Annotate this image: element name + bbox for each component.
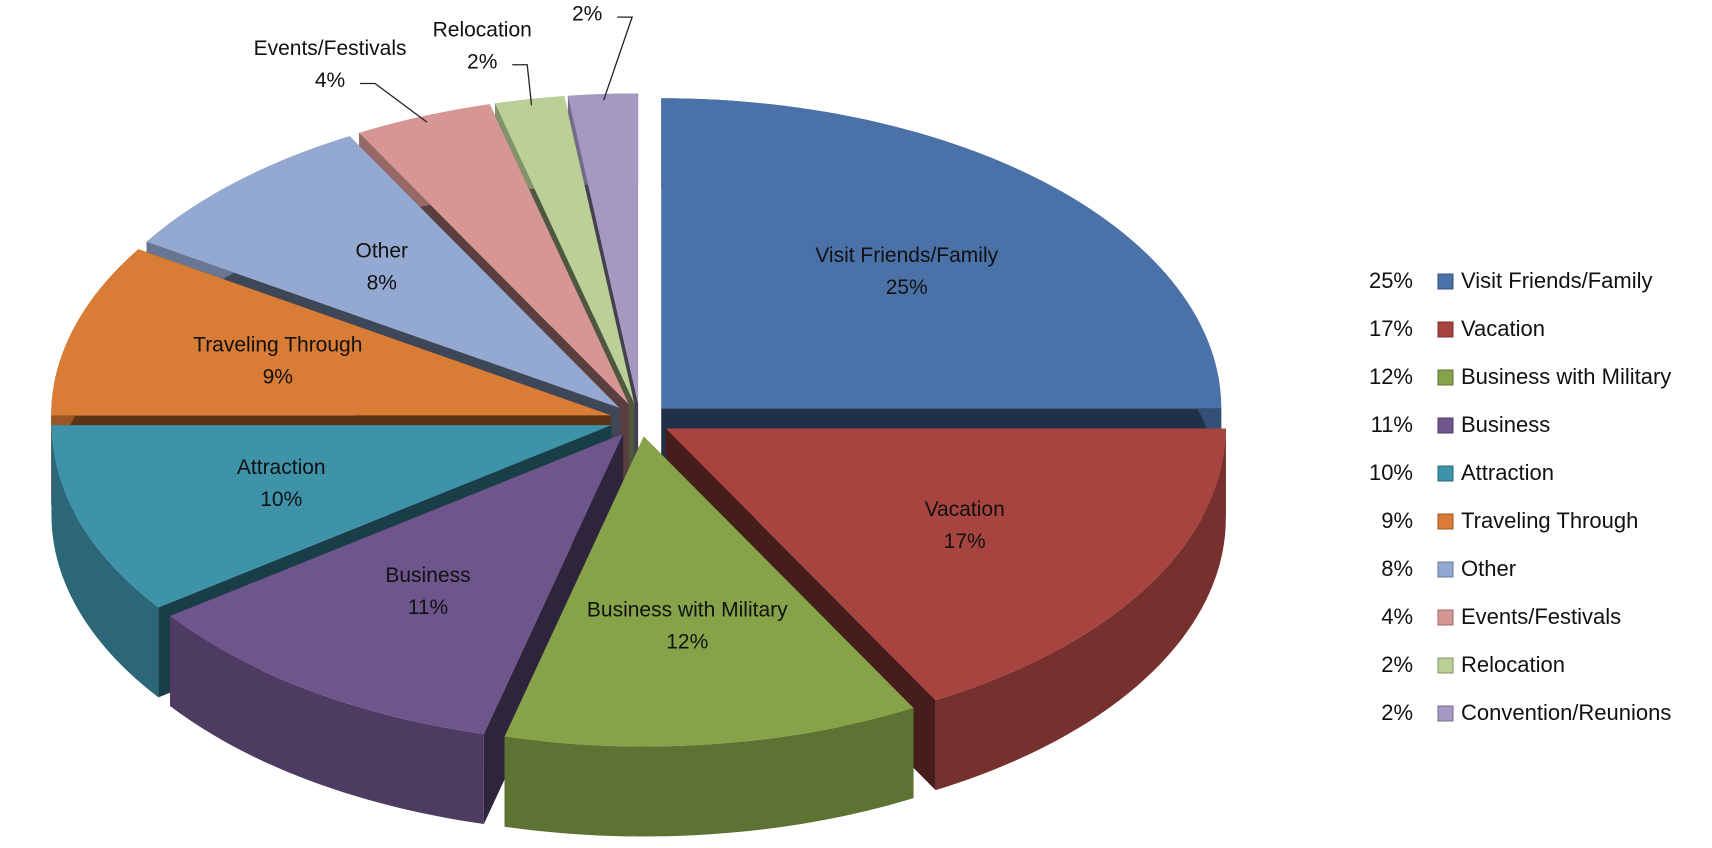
slice-top (567, 93, 639, 404)
slice-value: 2% (467, 50, 497, 73)
slice-label: Other (356, 239, 409, 262)
slice-label: Events/Festivals (254, 37, 407, 60)
slice (504, 436, 914, 837)
legend-value: 25% (1369, 268, 1413, 293)
slice-side (51, 425, 159, 698)
slice-label: Visit Friends/Family (815, 244, 998, 267)
legend-value: 11% (1371, 412, 1413, 437)
legend-label: Events/Festivals (1461, 604, 1621, 629)
slice-value: 4% (315, 69, 345, 92)
slice-top (661, 98, 1222, 409)
slice-value: 25% (886, 276, 928, 299)
slice-label: Traveling Through (193, 333, 362, 356)
slice-top (495, 96, 635, 404)
legend-label: Vacation (1461, 316, 1545, 341)
slice-label: Attraction (237, 456, 326, 479)
slice-label: Vacation (925, 498, 1005, 521)
slice-value: 11% (408, 596, 448, 619)
leader-line (512, 64, 533, 106)
slice-label: Relocation (433, 18, 532, 41)
legend-swatch (1437, 369, 1454, 386)
legend-swatch (1437, 465, 1454, 482)
legend-value: 8% (1381, 556, 1413, 581)
leader-line (603, 16, 634, 101)
legend-label: Business (1461, 412, 1550, 437)
legend-swatch (1437, 657, 1454, 674)
slice-value: 2% (572, 3, 602, 26)
legend-label: Relocation (1461, 652, 1565, 677)
legend-value: 12% (1369, 364, 1413, 389)
slice-side (504, 708, 914, 837)
legend-value: 10% (1369, 460, 1413, 485)
slice-side (935, 428, 1226, 791)
slice-label: Business with Military (587, 599, 788, 622)
legend-swatch (1437, 273, 1454, 290)
legend-value: 2% (1381, 700, 1413, 725)
legend-swatch (1437, 609, 1454, 626)
slice-label: Business (385, 564, 470, 587)
slice-value: 10% (260, 488, 302, 511)
legend-value: 17% (1369, 316, 1413, 341)
legend-swatch (1437, 513, 1454, 530)
legend-value: 2% (1381, 652, 1413, 677)
slice-top (51, 249, 612, 416)
legend-label: Business with Military (1461, 364, 1671, 389)
legend-label: Visit Friends/Family (1461, 268, 1653, 293)
slice-top (170, 433, 624, 734)
slice-top (504, 436, 914, 747)
slice-value: 9% (263, 365, 293, 388)
legend-swatch (1437, 561, 1454, 578)
legend-label: Attraction (1461, 460, 1554, 485)
legend-swatch (1437, 321, 1454, 338)
legend-swatch (1437, 705, 1454, 722)
slice (170, 433, 624, 824)
legend-value: 9% (1381, 508, 1413, 533)
legend-label: Other (1461, 556, 1516, 581)
slice-value: 12% (666, 631, 708, 654)
slice-top (665, 428, 1226, 701)
legend-value: 4% (1381, 604, 1413, 629)
slice-top (51, 425, 612, 608)
slice-value: 17% (944, 530, 986, 553)
slice-top (146, 136, 620, 408)
slice-top (359, 104, 629, 405)
legend-label: Convention/Reunions (1461, 700, 1671, 725)
slice-side (170, 615, 484, 824)
legend-label: Traveling Through (1461, 508, 1638, 533)
leader-line (360, 82, 428, 123)
legend-swatch (1437, 417, 1454, 434)
slice-value: 8% (367, 271, 397, 294)
